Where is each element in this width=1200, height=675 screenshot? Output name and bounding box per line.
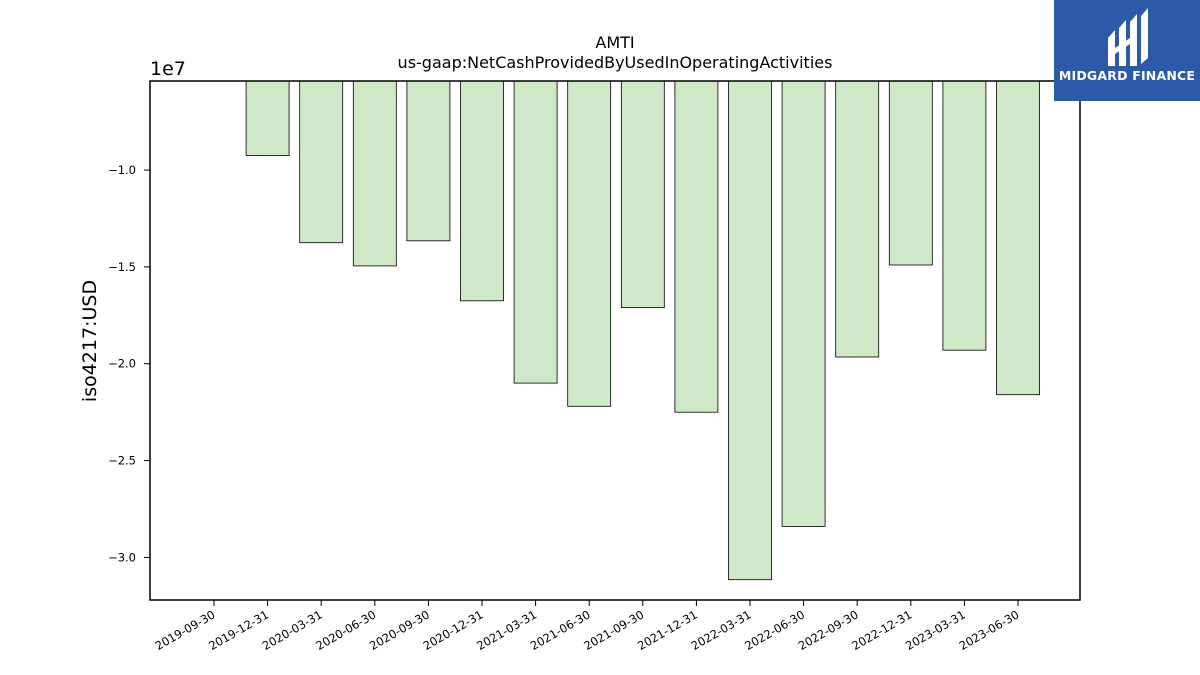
x-tick-label: 2021-06-30	[528, 607, 593, 653]
bar-2022-03-31	[728, 80, 772, 581]
logo-text: MIDGARD FINANCE	[1058, 68, 1196, 83]
x-tick-label: 2021-03-31	[474, 607, 539, 653]
chart-title: AMTI	[595, 33, 634, 52]
bar-2022-09-30	[835, 80, 880, 358]
x-tick-label: 2022-09-30	[796, 607, 861, 653]
bar-2021-12-31	[674, 80, 719, 413]
bar-2021-09-30	[620, 80, 665, 309]
midgard-logo-mark-icon	[1108, 8, 1148, 66]
x-tick-label: 2020-12-31	[421, 607, 486, 653]
x-axis-ticks: 2019-09-302019-12-312020-03-312020-06-30…	[153, 600, 1022, 653]
x-tick-label: 2022-03-31	[689, 607, 754, 653]
x-tick-label: 2020-03-31	[260, 607, 325, 653]
bar-2022-12-31	[888, 80, 933, 266]
bar-2023-03-31	[942, 80, 987, 351]
plot-frame	[149, 80, 1081, 601]
bar-2021-06-30	[567, 80, 612, 407]
x-tick-label: 2023-06-30	[957, 607, 1022, 653]
x-tick-label: 2022-12-31	[849, 607, 914, 653]
x-tick-label: 2022-06-30	[742, 607, 807, 653]
y-tick-label: −3.0	[108, 550, 136, 564]
bar-2022-06-30	[781, 80, 826, 527]
bar-2019-12-31	[245, 80, 290, 156]
y-axis-label: iso4217:USD	[79, 280, 101, 402]
y-tick-label: −1.5	[108, 260, 136, 274]
y-tick-label: −2.0	[108, 357, 136, 371]
bar-2020-06-30	[352, 80, 397, 267]
x-tick-label: 2020-09-30	[367, 607, 432, 653]
bar-2020-09-30	[406, 80, 451, 242]
bar-2020-12-31	[460, 80, 504, 302]
x-tick-label: 2021-12-31	[635, 607, 700, 653]
y-axis-scale-label: 1e7	[150, 58, 186, 80]
midgard-finance-logo: MIDGARD FINANCE	[1054, 0, 1200, 101]
bars	[245, 80, 1040, 581]
x-tick-label: 2021-09-30	[581, 607, 646, 653]
x-tick-label: 2020-06-30	[313, 607, 378, 653]
x-tick-label: 2019-12-31	[206, 607, 271, 653]
x-tick-label: 2023-03-31	[903, 607, 968, 653]
y-axis-ticks: −1.0 −1.5 −2.0 −2.5 −3.0	[108, 163, 150, 564]
bar-2021-03-31	[513, 80, 558, 384]
bar-2020-03-31	[299, 80, 344, 244]
y-tick-label: −2.5	[108, 454, 136, 468]
y-tick-label: −1.0	[108, 163, 136, 177]
chart-subtitle: us-gaap:NetCashProvidedByUsedInOperating…	[398, 53, 833, 72]
bar-2023-06-30	[996, 80, 1040, 396]
x-tick-label: 2019-09-30	[153, 607, 218, 653]
